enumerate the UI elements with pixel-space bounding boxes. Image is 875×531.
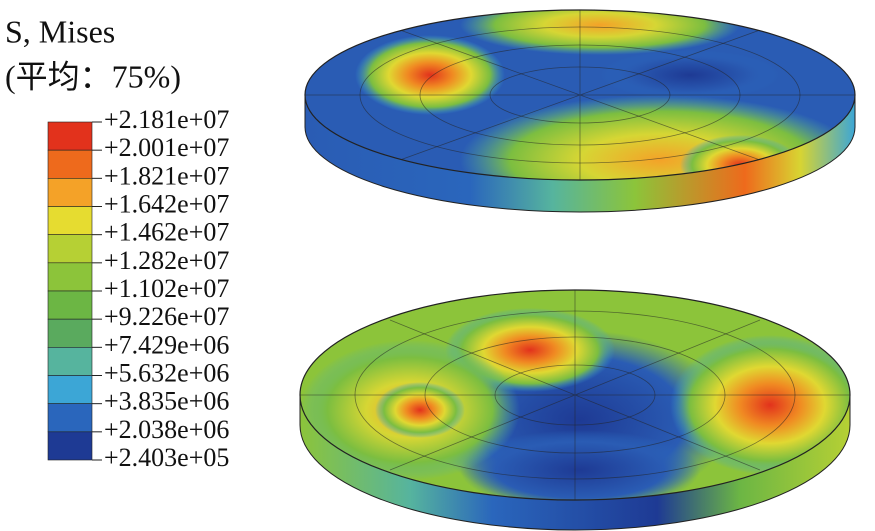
- legend-title: S, Mises: [5, 13, 115, 49]
- color-band: [47, 290, 93, 320]
- legend-label: +2.038e+06: [104, 415, 229, 444]
- legend-label: +1.642e+07: [104, 189, 229, 218]
- legend-label: +2.403e+05: [104, 443, 229, 472]
- legend-label: +2.181e+07: [104, 105, 229, 134]
- color-band: [47, 121, 93, 151]
- color-band: [47, 403, 93, 433]
- legend-label: +1.102e+07: [104, 274, 229, 303]
- legend-label: +5.632e+06: [104, 358, 229, 387]
- lower-disc: [299, 289, 851, 531]
- color-band: [47, 262, 93, 292]
- legend-label: +9.226e+07: [104, 302, 229, 331]
- legend-label: +1.282e+07: [104, 246, 229, 275]
- color-band: [47, 234, 93, 264]
- color-band: [47, 431, 93, 461]
- legend-subtitle: (平均：75%): [5, 58, 181, 94]
- color-band: [47, 206, 93, 235]
- color-band: [47, 375, 93, 404]
- legend-label: +1.462e+07: [104, 218, 229, 247]
- legend: +2.181e+07+2.001e+07+1.821e+07+1.642e+07…: [47, 105, 229, 472]
- legend-label: +3.835e+06: [104, 387, 229, 416]
- legend-label: +7.429e+06: [104, 330, 229, 359]
- disc-face: [300, 290, 850, 500]
- upper-disc: [304, 9, 856, 213]
- color-band: [47, 149, 93, 179]
- legend-label: +1.821e+07: [104, 161, 229, 190]
- color-band: [47, 347, 93, 376]
- color-band: [47, 318, 93, 348]
- color-band: [47, 178, 93, 207]
- legend-label: +2.001e+07: [104, 133, 229, 162]
- disc-face: [305, 10, 855, 180]
